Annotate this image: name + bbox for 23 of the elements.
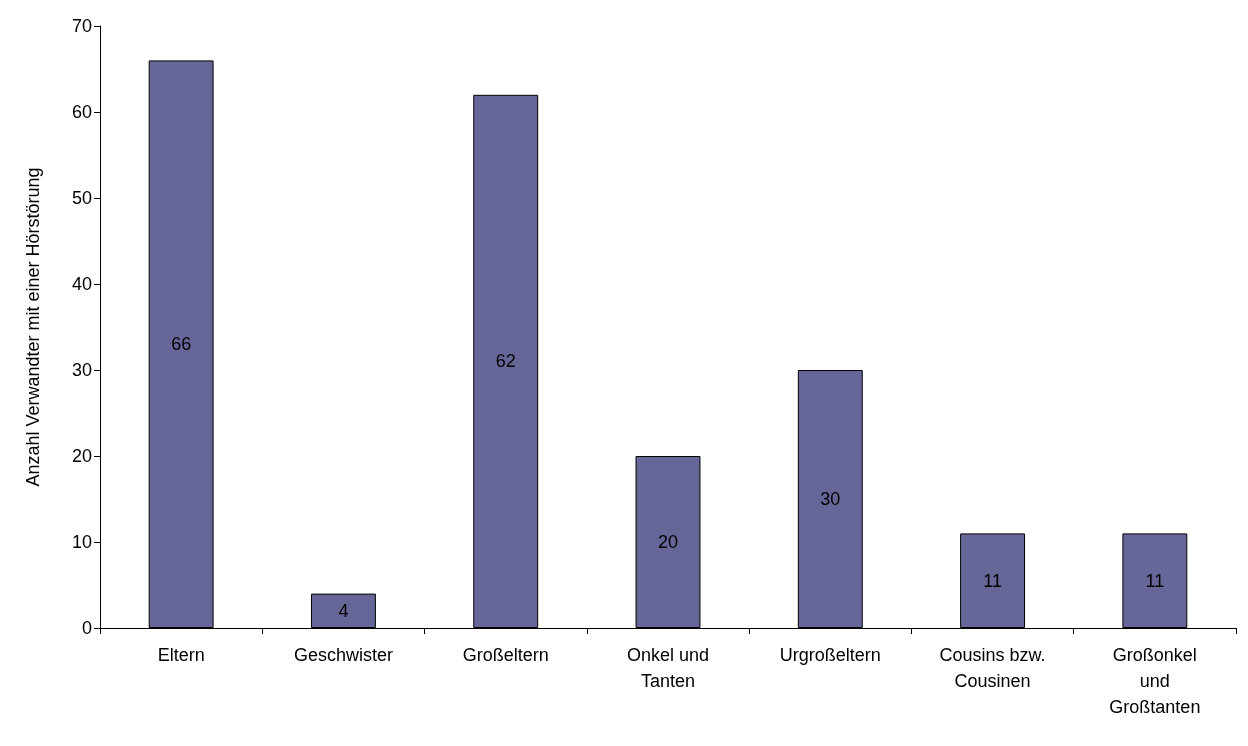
y-axis-title: Anzahl Verwandter mit einer Hörstörung bbox=[23, 167, 43, 487]
data-label: 11 bbox=[983, 570, 1002, 591]
y-tick-label: 10 bbox=[71, 532, 92, 552]
x-tick-label: Eltern bbox=[157, 645, 205, 665]
data-label: 66 bbox=[171, 334, 192, 355]
x-tick-label: Geschwister bbox=[293, 645, 393, 665]
x-tick-label: Großeltern bbox=[462, 645, 549, 665]
y-tick-label: 30 bbox=[71, 360, 92, 380]
data-label: 62 bbox=[495, 351, 516, 372]
x-tick-label: Cousins bzw. Cousinen bbox=[939, 645, 1046, 691]
x-tick-label: Onkel und Tanten bbox=[626, 645, 710, 691]
y-tick-label: 70 bbox=[71, 16, 92, 36]
y-tick-label: 40 bbox=[71, 274, 92, 294]
data-label: 30 bbox=[820, 489, 841, 509]
data-label: 20 bbox=[657, 532, 679, 552]
data-label: 4 bbox=[338, 600, 349, 621]
x-tick-label: Urgroßeltern bbox=[779, 645, 881, 665]
y-tick-label: 50 bbox=[71, 188, 92, 208]
y-tick-label: 0 bbox=[81, 618, 92, 638]
data-label: 11 bbox=[1145, 570, 1165, 591]
y-tick-label: 60 bbox=[71, 102, 92, 122]
y-tick-label: 20 bbox=[71, 446, 92, 466]
x-tick-label: Großonkel und Großtanten bbox=[1109, 645, 1201, 717]
